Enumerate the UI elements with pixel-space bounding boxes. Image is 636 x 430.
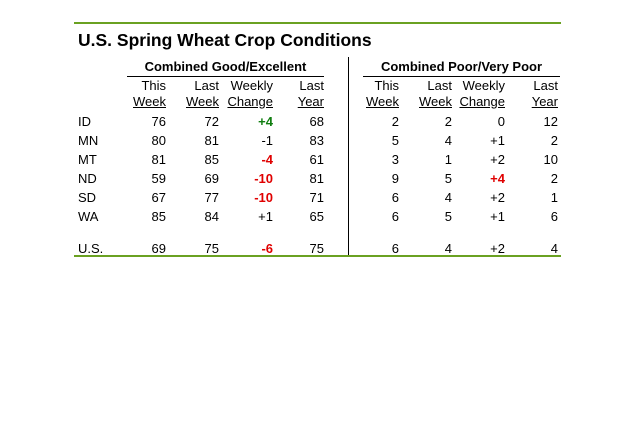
table-cell: 85 [151, 209, 166, 224]
column-header-4-line2: Year [297, 94, 324, 109]
column-header-5-line1: This [374, 78, 399, 93]
table-cell: 72 [204, 114, 219, 129]
bottom-rule [74, 255, 561, 257]
table-cell: 69 [204, 171, 219, 186]
table-cell: 81 [204, 133, 219, 148]
table-cell: +2 [490, 190, 505, 205]
top-rule [74, 22, 561, 24]
table-cell: 6 [391, 241, 399, 256]
table-cell: 81 [151, 152, 166, 167]
table-cell: 1 [444, 152, 452, 167]
column-header-7-line2: Change [459, 94, 505, 109]
table-cell: 83 [309, 133, 324, 148]
table-cell: 0 [497, 114, 505, 129]
table-cell: -10 [254, 171, 273, 186]
table-cell: 6 [391, 190, 399, 205]
column-header-7-line1: Weekly [462, 78, 505, 93]
page-title: U.S. Spring Wheat Crop Conditions [78, 30, 372, 50]
table-cell: 1 [550, 190, 558, 205]
table-cell: 2 [391, 114, 399, 129]
state-label: SD [78, 190, 97, 205]
table-cell: 2 [550, 133, 558, 148]
table-cell: 4 [444, 241, 452, 256]
column-header-4-line1: Last [299, 78, 324, 93]
group-underline-good-excellent [127, 76, 324, 77]
table-cell: -4 [261, 152, 273, 167]
state-label: U.S. [78, 241, 104, 256]
table-cell: 6 [391, 209, 399, 224]
group-header-good-excellent: Combined Good/Excellent [144, 59, 307, 74]
table-cell: 61 [309, 152, 324, 167]
column-header-3-line2: Change [227, 94, 273, 109]
table-cell: 4 [444, 133, 452, 148]
column-header-2-line2: Week [186, 94, 219, 109]
table-cell: 77 [204, 190, 219, 205]
table-cell: 59 [151, 171, 166, 186]
table-cell: +2 [490, 152, 505, 167]
table-cell: -1 [261, 133, 273, 148]
table-cell: 71 [309, 190, 324, 205]
table-cell: 5 [391, 133, 399, 148]
table-cell: -10 [254, 190, 273, 205]
table-cell: 9 [391, 171, 399, 186]
table-cell: 10 [543, 152, 558, 167]
table-cell: +4 [490, 171, 505, 186]
column-header-8-line1: Last [533, 78, 558, 93]
group-header-poor-very-poor: Combined Poor/Very Poor [380, 59, 543, 74]
state-label: MT [78, 152, 97, 167]
table-cell: 3 [391, 152, 399, 167]
table-cell: 84 [204, 209, 219, 224]
state-label: WA [78, 209, 99, 224]
group-underline-poor-very-poor [363, 76, 560, 77]
table-cell: 65 [309, 209, 324, 224]
column-header-3-line1: Weekly [230, 78, 273, 93]
column-header-1-line2: Week [133, 94, 166, 109]
state-label: MN [78, 133, 99, 148]
state-label: ID [78, 114, 91, 129]
table-cell: 5 [444, 209, 452, 224]
table-cell: +1 [490, 133, 505, 148]
table-cell: 4 [550, 241, 558, 256]
column-header-1-line1: This [141, 78, 166, 93]
table-cell: +1 [490, 209, 505, 224]
column-header-6-line2: Week [419, 94, 452, 109]
state-label: ND [78, 171, 97, 186]
column-header-6-line1: Last [427, 78, 452, 93]
table-cell: +4 [258, 114, 273, 129]
table-cell: +1 [258, 209, 273, 224]
table-cell: 75 [204, 241, 219, 256]
table-cell: 80 [151, 133, 166, 148]
table-cell: 2 [550, 171, 558, 186]
table-cell: 75 [309, 241, 324, 256]
column-header-5-line2: Week [366, 94, 399, 109]
table-cell: 85 [204, 152, 219, 167]
table-cell: 69 [151, 241, 166, 256]
table-cell: 6 [550, 209, 558, 224]
table-cell: 4 [444, 190, 452, 205]
table-cell: 2 [444, 114, 452, 129]
table-cell: 5 [444, 171, 452, 186]
table-cell: +2 [490, 241, 505, 256]
table-cell: 12 [543, 114, 558, 129]
column-header-2-line1: Last [194, 78, 219, 93]
column-divider [348, 57, 349, 255]
table-cell: 81 [309, 171, 324, 186]
table-cell: 68 [309, 114, 324, 129]
column-header-8-line2: Year [531, 94, 558, 109]
table-cell: 76 [151, 114, 166, 129]
table-cell: 67 [151, 190, 166, 205]
table-cell: -6 [261, 241, 273, 256]
